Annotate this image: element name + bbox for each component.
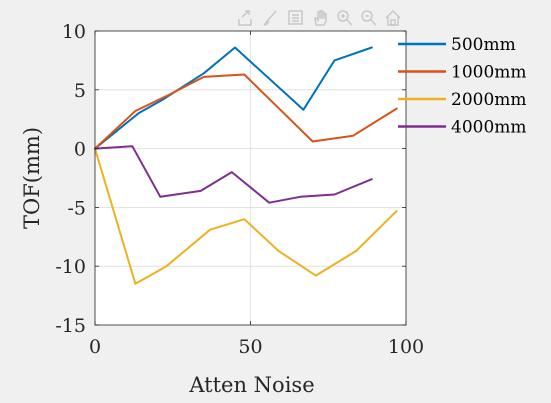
tick-labels: 0 50 100 -15 -10 -5 0 5 10 bbox=[55, 21, 424, 358]
pan-hand-icon[interactable] bbox=[314, 10, 327, 26]
y-tick-label: -10 bbox=[55, 256, 86, 278]
zoom-in-icon[interactable] bbox=[337, 10, 353, 26]
series-line-1000mm bbox=[94, 73, 398, 150]
data-tips-icon[interactable] bbox=[288, 10, 303, 25]
series-line-4000mm bbox=[94, 145, 373, 204]
y-tick-label: -15 bbox=[55, 315, 86, 337]
legend-label: 500mm bbox=[451, 35, 516, 55]
y-tick-label: 5 bbox=[74, 80, 86, 102]
brush-icon[interactable] bbox=[263, 10, 277, 26]
y-tick-label: 10 bbox=[62, 21, 86, 43]
legend-item-4000mm[interactable]: 4000mm bbox=[398, 118, 527, 138]
legend-item-2000mm[interactable]: 2000mm bbox=[398, 90, 527, 110]
export-icon[interactable] bbox=[238, 10, 252, 26]
legend-item-500mm[interactable]: 500mm bbox=[398, 35, 516, 55]
y-axis-title: TOF(mm) bbox=[20, 127, 44, 229]
x-axis-title: Atten Noise bbox=[188, 373, 314, 397]
x-tick-label: 100 bbox=[388, 336, 424, 358]
series-line-2000mm bbox=[94, 147, 398, 285]
series-line-500mm bbox=[94, 46, 373, 150]
x-tick-label: 50 bbox=[238, 336, 262, 358]
legend-label: 1000mm bbox=[451, 63, 527, 83]
series-layer bbox=[94, 46, 398, 285]
legend[interactable]: 500mm 1000mm 2000mm 4000mm bbox=[398, 35, 527, 138]
zoom-out-icon[interactable] bbox=[361, 10, 377, 26]
legend-label: 4000mm bbox=[451, 118, 527, 138]
x-tick-label: 0 bbox=[89, 336, 101, 358]
axes-toolbar[interactable] bbox=[238, 9, 401, 26]
y-tick-label: 0 bbox=[74, 139, 86, 161]
y-tick-label: -5 bbox=[67, 197, 86, 219]
home-icon[interactable] bbox=[385, 9, 401, 26]
tick-marks bbox=[94, 30, 407, 326]
legend-item-1000mm[interactable]: 1000mm bbox=[398, 63, 527, 83]
legend-label: 2000mm bbox=[451, 90, 527, 110]
